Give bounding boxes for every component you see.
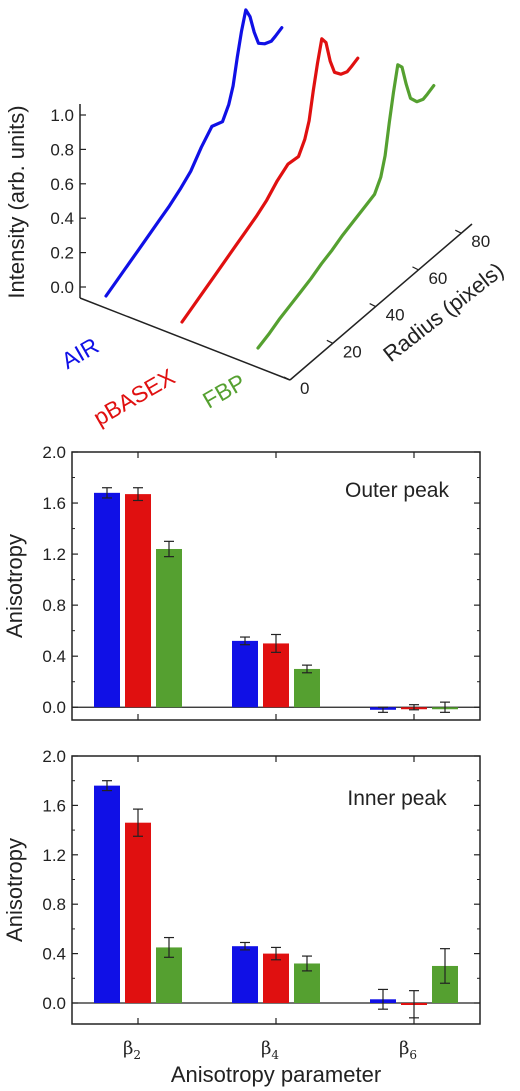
y-tick-label: 0.8 [42, 895, 66, 914]
series-label-pbasex: pBASEX [89, 363, 180, 430]
outer-peak-panel: 0.0 0.4 0.8 1.2 1.6 2.0 Outer peak Anisotropy [2, 443, 481, 721]
bar-air [232, 946, 258, 1004]
series-depth-axis [79, 297, 291, 381]
series-label-air: AIR [57, 332, 103, 374]
y-tick-label: 0.0 [42, 698, 66, 717]
inner-peak-y-label: Anisotropy [2, 838, 27, 942]
line-pbasex [180, 37, 360, 324]
bar-fbp [156, 548, 182, 708]
radius-tick-label: 80 [471, 232, 490, 251]
outer-peak-y-ticks: 0.0 0.4 0.8 1.2 1.6 2.0 [42, 443, 480, 717]
radius-ticks: 0 20 40 60 80 [283, 229, 490, 398]
y-tick-label: 2.0 [42, 747, 66, 766]
radius-tick-label: 0 [300, 379, 309, 398]
x-tick-label: β6 [399, 1038, 417, 1062]
radius-tick-mark [283, 376, 291, 381]
radius-tick-label: 20 [343, 342, 362, 361]
y-tick-label: 2.0 [42, 443, 66, 462]
line-air [104, 8, 284, 298]
radius-tick-mark [412, 266, 419, 271]
bar-pbasex [125, 822, 151, 1004]
inner-peak-annotation: Inner peak [347, 787, 447, 810]
x-tick-label: β4 [261, 1038, 279, 1062]
y-tick-label: 0.8 [42, 596, 66, 615]
outer-peak-x-ticks [137, 452, 415, 720]
y-tick-label: 0.4 [42, 647, 66, 666]
intensity-y-tick-label: 0.2 [50, 244, 74, 263]
bar-fbp [294, 668, 320, 708]
intensity-y-tick-label: 0.0 [50, 278, 74, 297]
radius-tick-mark [326, 339, 334, 344]
inner-peak-panel: 0.0 0.4 0.8 1.2 1.6 2.0 β2 β4 β6 Inner peak Ani… [2, 747, 481, 1087]
intensity-y-tick-label: 1.0 [50, 106, 74, 125]
outer-peak-y-label: Anisotropy [2, 534, 27, 638]
y-tick-label: 1.6 [42, 494, 66, 513]
y-tick-label: 1.6 [42, 796, 66, 815]
inner-peak-x-label: Anisotropy parameter [171, 1062, 381, 1087]
bar-air [94, 785, 120, 1004]
radius-tick-label: 40 [386, 306, 405, 325]
bar-pbasex [263, 643, 289, 708]
inner-peak-x-ticks: β2 β4 β6 [123, 756, 417, 1062]
intensity-panel: 0.0 0.2 0.4 0.6 0.8 1.0 0 20 40 60 80 Intensity (… [4, 8, 508, 431]
inner-peak-y-ticks: 0.0 0.4 0.8 1.2 1.6 2.0 [42, 747, 480, 1013]
bar-pbasex [125, 494, 151, 708]
intensity-y-tick-label: 0.6 [50, 175, 74, 194]
radius-axis [289, 223, 473, 381]
radius-tick-label: 60 [428, 269, 447, 288]
outer-peak-annotation: Outer peak [345, 479, 449, 502]
y-tick-label: 1.2 [42, 545, 66, 564]
bar-air [94, 492, 120, 708]
inner-peak-bars [72, 780, 480, 1019]
intensity-lines [104, 8, 436, 350]
bar-pbasex [263, 953, 289, 1004]
intensity-y-label: Intensity (arb. units) [4, 105, 29, 298]
outer-peak-bars [72, 487, 480, 713]
intensity-y-ticks: 0.0 0.2 0.4 0.6 0.8 1.0 [50, 106, 86, 297]
y-tick-label: 0.0 [42, 994, 66, 1013]
radius-tick-mark [369, 303, 376, 308]
x-tick-label: β2 [123, 1038, 141, 1062]
intensity-y-tick-label: 0.4 [50, 209, 74, 228]
bar-air [232, 640, 258, 708]
y-tick-label: 1.2 [42, 846, 66, 865]
y-tick-label: 0.4 [42, 945, 66, 964]
series-label-fbp: FBP [198, 369, 250, 414]
radius-tick-mark [455, 229, 462, 234]
line-fbp [256, 63, 436, 350]
intensity-y-tick-label: 0.8 [50, 140, 74, 159]
